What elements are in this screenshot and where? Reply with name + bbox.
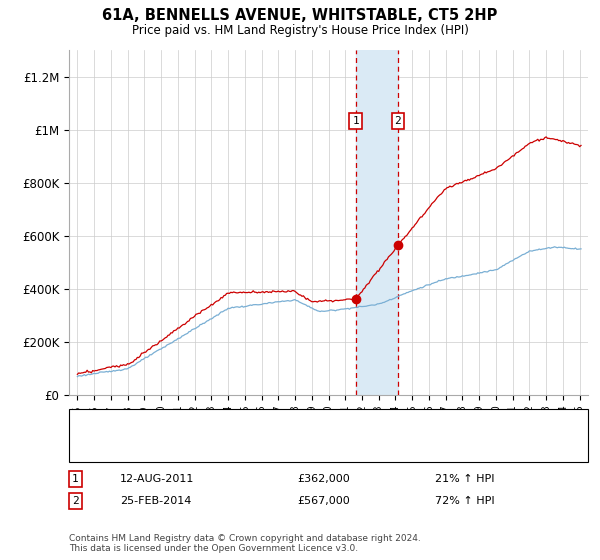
Text: Contains HM Land Registry data © Crown copyright and database right 2024.
This d: Contains HM Land Registry data © Crown c… bbox=[69, 534, 421, 553]
Text: HPI: Average price, detached house, Canterbury: HPI: Average price, detached house, Cant… bbox=[114, 442, 383, 452]
Text: 61A, BENNELLS AVENUE, WHITSTABLE, CT5 2HP: 61A, BENNELLS AVENUE, WHITSTABLE, CT5 2H… bbox=[103, 8, 497, 24]
Text: 21% ↑ HPI: 21% ↑ HPI bbox=[435, 474, 494, 484]
Bar bbox=[356, 50, 398, 395]
Text: 1: 1 bbox=[352, 116, 359, 126]
Text: 2: 2 bbox=[72, 496, 79, 506]
Text: £362,000: £362,000 bbox=[297, 474, 350, 484]
Text: 12-AUG-2011: 12-AUG-2011 bbox=[120, 474, 194, 484]
Text: 2: 2 bbox=[395, 116, 401, 126]
Text: 1: 1 bbox=[72, 474, 79, 484]
Text: £567,000: £567,000 bbox=[297, 496, 350, 506]
Text: 72% ↑ HPI: 72% ↑ HPI bbox=[435, 496, 494, 506]
Text: 25-FEB-2014: 25-FEB-2014 bbox=[120, 496, 191, 506]
Text: Price paid vs. HM Land Registry's House Price Index (HPI): Price paid vs. HM Land Registry's House … bbox=[131, 24, 469, 37]
Text: 61A, BENNELLS AVENUE, WHITSTABLE, CT5 2HP (detached house): 61A, BENNELLS AVENUE, WHITSTABLE, CT5 2H… bbox=[114, 419, 483, 429]
